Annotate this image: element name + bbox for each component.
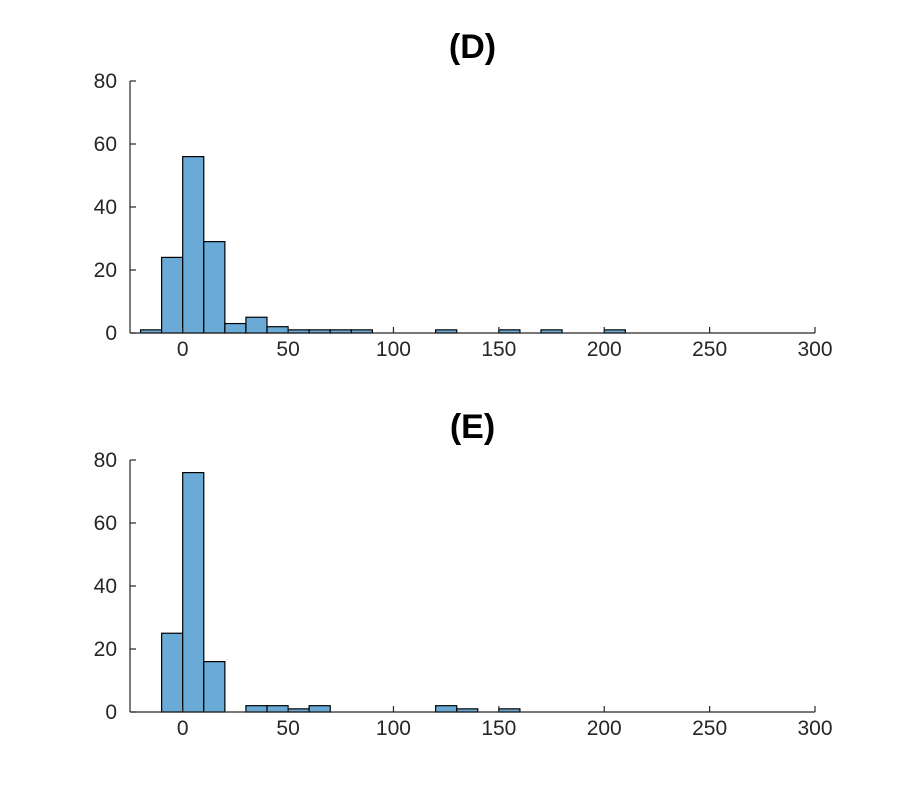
x-tick-label: 50 <box>276 338 299 361</box>
chart-title-e: (E) <box>449 408 496 446</box>
y-tick-label: 20 <box>94 259 117 282</box>
x-tick-label: 100 <box>376 338 411 361</box>
x-tick-label: 100 <box>376 717 411 740</box>
x-tick-label: 200 <box>587 338 622 361</box>
histogram-bar <box>182 471 205 713</box>
histogram-bar <box>245 705 268 713</box>
chart-panel-e: (E) 0 50 100 150 200 250 300 0 20 40 60 80 <box>0 400 900 800</box>
histogram-e: 0 50 100 150 200 250 300 0 20 40 60 80 <box>94 449 833 740</box>
x-tick-label: 0 <box>177 338 189 361</box>
histogram-bar <box>245 316 268 334</box>
y-tick-label: 40 <box>94 196 117 219</box>
x-tick-label: 300 <box>797 338 832 361</box>
y-tick-label: 60 <box>94 512 117 535</box>
histogram-bar <box>161 632 184 713</box>
histogram-bar <box>266 705 289 713</box>
x-tick-label: 150 <box>481 338 516 361</box>
histogram-bar <box>203 661 226 713</box>
x-tick-label: 250 <box>692 717 727 740</box>
histogram-bar <box>266 326 289 334</box>
histogram-bar <box>308 705 331 713</box>
histogram-bar <box>161 256 184 334</box>
y-tick-label: 0 <box>105 701 117 724</box>
x-tick-label: 0 <box>177 717 189 740</box>
chart-title-d: (D) <box>448 28 497 66</box>
histogram-d: 0 50 100 150 200 250 300 0 20 40 60 80 <box>94 70 833 361</box>
histogram-bar <box>435 705 458 713</box>
histogram-bar <box>224 322 247 334</box>
histogram-bar <box>182 156 205 334</box>
x-tick-label: 50 <box>276 717 299 740</box>
histogram-bar <box>203 241 226 334</box>
y-tick-label: 40 <box>94 575 117 598</box>
y-tick-label: 20 <box>94 638 117 661</box>
chart-panel-d: (D) 0 50 100 150 200 250 300 0 20 40 60 80 <box>94 28 833 361</box>
y-tick-label: 60 <box>94 133 117 156</box>
y-tick-label: 80 <box>94 70 117 93</box>
x-tick-label: 250 <box>692 338 727 361</box>
x-tick-label: 200 <box>587 717 622 740</box>
y-tick-label: 0 <box>105 322 117 345</box>
y-tick-label: 80 <box>94 449 117 472</box>
x-tick-label: 300 <box>797 717 832 740</box>
x-tick-label: 150 <box>481 717 516 740</box>
